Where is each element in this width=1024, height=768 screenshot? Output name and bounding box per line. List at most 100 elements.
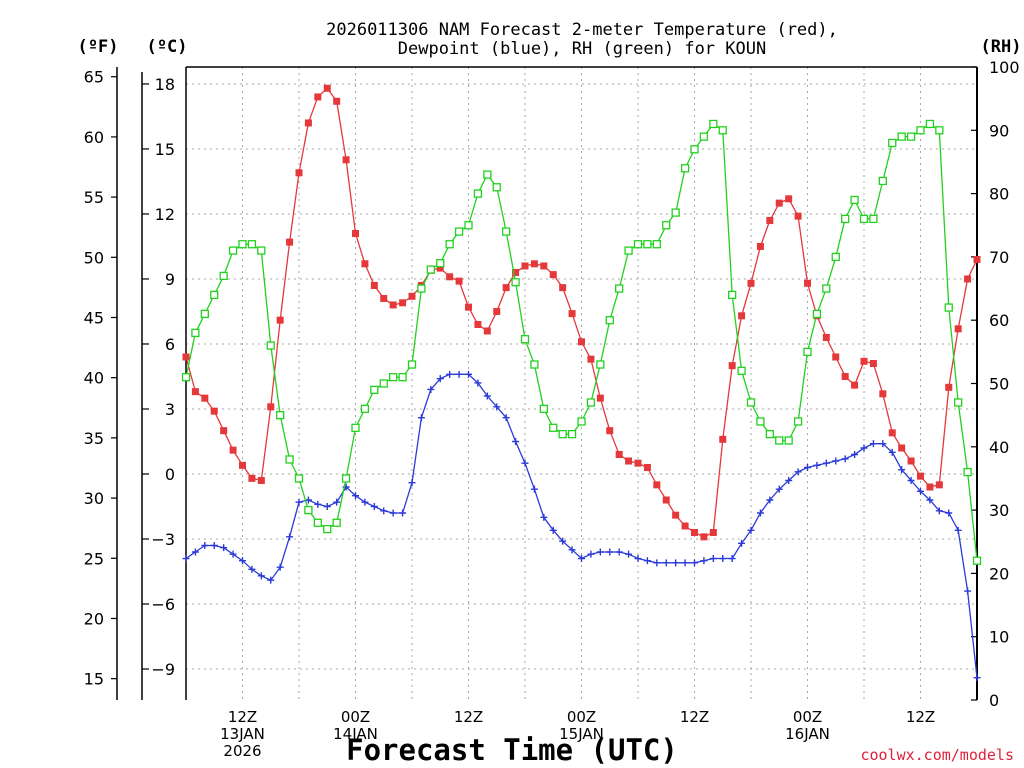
dewpoint-point bbox=[267, 576, 275, 584]
dewpoint-point bbox=[634, 555, 642, 563]
temperature-point bbox=[841, 372, 849, 380]
celsius-tick-label: 18 bbox=[155, 75, 175, 94]
dewpoint-point bbox=[389, 509, 397, 517]
temperature-point bbox=[549, 271, 557, 279]
rh-point bbox=[219, 271, 228, 281]
dewpoint-point bbox=[888, 448, 896, 456]
temperature-point bbox=[615, 450, 623, 458]
rh-point bbox=[257, 246, 266, 255]
temperature-point bbox=[747, 279, 755, 287]
temperature-point bbox=[898, 444, 906, 452]
celsius-tick-label: −3 bbox=[151, 530, 175, 549]
dewpoint-point bbox=[427, 385, 435, 393]
dewpoint-point bbox=[879, 440, 887, 448]
temperature-point bbox=[634, 459, 642, 467]
rh-point bbox=[341, 474, 351, 483]
dewpoint-point bbox=[436, 375, 444, 383]
temperature-point bbox=[361, 260, 369, 268]
temperature-point bbox=[276, 316, 284, 324]
dewpoint-point bbox=[869, 440, 877, 448]
x-tick-label: 14JAN bbox=[333, 725, 378, 743]
temperature-point bbox=[691, 529, 698, 537]
temperature-point bbox=[333, 97, 341, 105]
rh-point bbox=[784, 436, 793, 445]
rh-point bbox=[624, 246, 633, 255]
dewpoint-point bbox=[568, 546, 576, 554]
rh-point bbox=[530, 360, 539, 369]
temperature-point bbox=[286, 238, 294, 246]
rh-point bbox=[398, 373, 407, 382]
rh-point bbox=[963, 467, 972, 477]
rh-point bbox=[426, 265, 435, 274]
dewpoint-point bbox=[559, 537, 567, 545]
temperature-point bbox=[201, 394, 209, 402]
temperature-point bbox=[304, 119, 312, 127]
rh-point bbox=[558, 429, 567, 439]
temperature-point bbox=[851, 381, 859, 389]
temperature-point bbox=[182, 353, 190, 361]
dewpoint-point bbox=[483, 392, 491, 400]
temperature-point bbox=[756, 242, 764, 250]
temperature-point bbox=[474, 320, 482, 328]
dewpoint-point bbox=[314, 500, 322, 508]
rh-point bbox=[765, 429, 774, 439]
temperature-point bbox=[455, 277, 463, 285]
temperature-point bbox=[728, 362, 736, 370]
celsius-tick-label: 0 bbox=[165, 465, 175, 484]
dewpoint-point bbox=[672, 559, 680, 567]
rh-point bbox=[210, 290, 219, 300]
dewpoint-point bbox=[257, 572, 265, 580]
celsius-unit-label: (ºC) bbox=[147, 37, 188, 57]
dewpoint-point bbox=[954, 526, 962, 534]
dewpoint-point bbox=[578, 555, 585, 563]
x-tick-label: 16JAN bbox=[785, 725, 830, 743]
rh-point bbox=[520, 335, 530, 344]
temperature-point bbox=[578, 338, 585, 346]
temperature-point bbox=[220, 427, 228, 435]
x-tick-label: 13JAN bbox=[220, 725, 265, 743]
dewpoint-point bbox=[860, 444, 868, 452]
rh-point bbox=[436, 259, 445, 268]
rh-point bbox=[709, 119, 718, 129]
dewpoint-point bbox=[229, 550, 237, 558]
dewpoint-point bbox=[361, 498, 369, 506]
dewpoint-point bbox=[239, 557, 246, 565]
dewpoint-point bbox=[304, 496, 312, 504]
dewpoint-point bbox=[474, 379, 482, 387]
dewpoint-point bbox=[286, 533, 294, 541]
dewpoint-point bbox=[276, 563, 284, 571]
rh-point bbox=[652, 240, 661, 249]
series-layer bbox=[181, 84, 982, 682]
dewpoint-point bbox=[756, 509, 764, 517]
x-tick-label: 00Z bbox=[341, 708, 370, 726]
rh-point bbox=[323, 524, 332, 534]
rh-point bbox=[605, 316, 614, 325]
rh-point bbox=[596, 360, 605, 369]
temperature-point bbox=[794, 212, 802, 220]
rh-point bbox=[313, 518, 322, 527]
dewpoint-point bbox=[945, 509, 953, 517]
rh-point bbox=[294, 474, 304, 483]
celsius-tick-label: 9 bbox=[165, 270, 175, 289]
rh-point bbox=[473, 189, 483, 198]
fahrenheit-tick-label: 45 bbox=[84, 308, 104, 327]
rh-point bbox=[407, 360, 417, 369]
dewpoint-point bbox=[832, 457, 840, 465]
temperature-point bbox=[465, 303, 472, 311]
rh-point bbox=[285, 455, 294, 464]
rh-tick-label: 100 bbox=[989, 58, 1020, 77]
rh-point bbox=[586, 398, 596, 407]
rh-tick-label: 60 bbox=[989, 311, 1009, 330]
celsius-tick-label: 12 bbox=[155, 205, 175, 224]
celsius-tick-label: 15 bbox=[155, 140, 175, 159]
temperature-point bbox=[643, 463, 651, 471]
temperature-point bbox=[248, 474, 256, 482]
temperature-point bbox=[869, 359, 877, 367]
temperature-point bbox=[766, 216, 774, 224]
temperature-point bbox=[493, 307, 501, 315]
rh-point bbox=[888, 138, 897, 148]
fahrenheit-tick-label: 60 bbox=[84, 128, 104, 147]
rh-point bbox=[228, 246, 238, 255]
dewpoint-point bbox=[408, 479, 416, 487]
